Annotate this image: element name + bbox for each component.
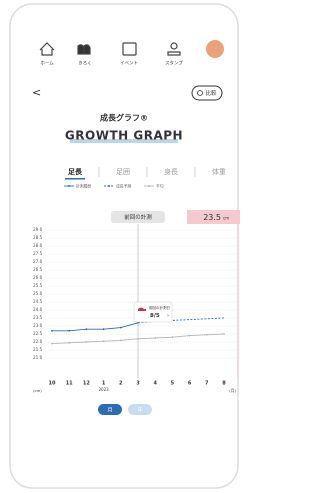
point (51, 330, 53, 332)
point (189, 335, 191, 337)
x-tick-label: 12 (83, 381, 90, 387)
last-measure-label: 前回の計測 (124, 213, 152, 221)
point (120, 340, 122, 342)
point (206, 334, 208, 336)
tooltip-label: 前回の計測日 (149, 305, 170, 310)
y-tick-label: 24.0 (33, 307, 43, 312)
avatar[interactable] (206, 40, 224, 58)
y-unit: (cm) (33, 388, 42, 393)
y-tick-label: 22.5 (33, 331, 43, 336)
tab[interactable]: 足長 (68, 167, 83, 176)
legend-dot (68, 185, 70, 187)
x-tick-label: 11 (66, 381, 73, 387)
y-tick-label: 29.0 (33, 227, 43, 232)
nav-label[interactable]: イベント (120, 61, 138, 67)
tab-underline (65, 178, 85, 180)
x-tick-label: 5 (171, 381, 175, 387)
tab[interactable]: 身長 (164, 167, 178, 176)
legend-label: 平均 (156, 184, 164, 189)
point (68, 330, 70, 332)
point (137, 338, 139, 340)
x-unit: (月) (229, 388, 236, 393)
toggle-label[interactable]: 月 (107, 408, 112, 414)
page-subtitle: GROWTH GRAPH (65, 129, 183, 143)
point (86, 341, 88, 343)
x-tick-label: 1 (102, 381, 106, 387)
point (223, 333, 225, 335)
x-tick-label: 2 (119, 381, 123, 387)
record-icon (78, 45, 90, 54)
y-tick-label: 25.0 (33, 291, 43, 296)
y-tick-label: 26.0 (33, 275, 43, 280)
tab[interactable]: 足囲 (116, 168, 130, 176)
tooltip-arrow: › (167, 313, 169, 319)
x-tick-label: 10 (49, 381, 56, 387)
point (103, 340, 105, 342)
point (154, 337, 156, 339)
y-tick-label: 26.5 (33, 267, 43, 272)
nav-label[interactable]: スタンプ (165, 60, 183, 67)
legend-dot (108, 185, 110, 187)
page-title: 成長グラフ® (100, 113, 148, 123)
x-tick-label: 6 (188, 381, 192, 387)
y-tick-label: 23.0 (33, 323, 43, 328)
compare-label[interactable]: 比較 (205, 89, 217, 97)
year-label: 2023 (99, 387, 110, 392)
toggle-label[interactable]: 年 (137, 407, 142, 414)
y-tick-label: 21.5 (33, 347, 43, 352)
legend-label: 計測履歴 (76, 184, 91, 189)
nav-label[interactable]: ホーム (40, 61, 54, 67)
tab[interactable]: 体重 (212, 167, 226, 176)
y-tick-label: 22.0 (33, 339, 43, 344)
y-tick-label: 27.0 (33, 259, 43, 264)
last-measure-value: 23.5 (203, 213, 221, 222)
y-tick-label: 28.0 (33, 243, 43, 248)
x-tick-label: 8 (222, 381, 226, 387)
y-tick-label: 28.5 (33, 235, 43, 240)
x-tick-label: 7 (205, 381, 209, 387)
point (68, 342, 70, 344)
point (120, 327, 122, 329)
y-tick-label: 24.5 (33, 299, 43, 304)
tooltip-box[interactable] (134, 302, 172, 322)
legend-dot (148, 185, 150, 187)
screen: ホーム きろく イベント スタンプ < 比較 成長グラフ® GROWTH GRA… (0, 0, 248, 493)
point (103, 328, 105, 330)
tooltip[interactable]: 前回の計測日 8/5 › (134, 302, 172, 322)
point (51, 343, 53, 345)
back-button[interactable]: < (32, 86, 41, 99)
x-tick-label: 4 (153, 381, 157, 387)
point (86, 328, 88, 330)
y-tick-label: 21.0 (33, 355, 43, 360)
legend-label: 成長予測 (116, 184, 131, 189)
tooltip-date: 8/5 (150, 313, 160, 319)
x-tick-label: 3 (136, 381, 140, 387)
y-tick-label: 23.5 (33, 315, 43, 320)
last-measure-unit: cm (223, 216, 229, 221)
y-tick-label: 27.5 (33, 251, 43, 256)
y-tick-label: 25.5 (33, 283, 43, 288)
nav-label[interactable]: きろく (78, 61, 92, 67)
point (172, 336, 174, 338)
